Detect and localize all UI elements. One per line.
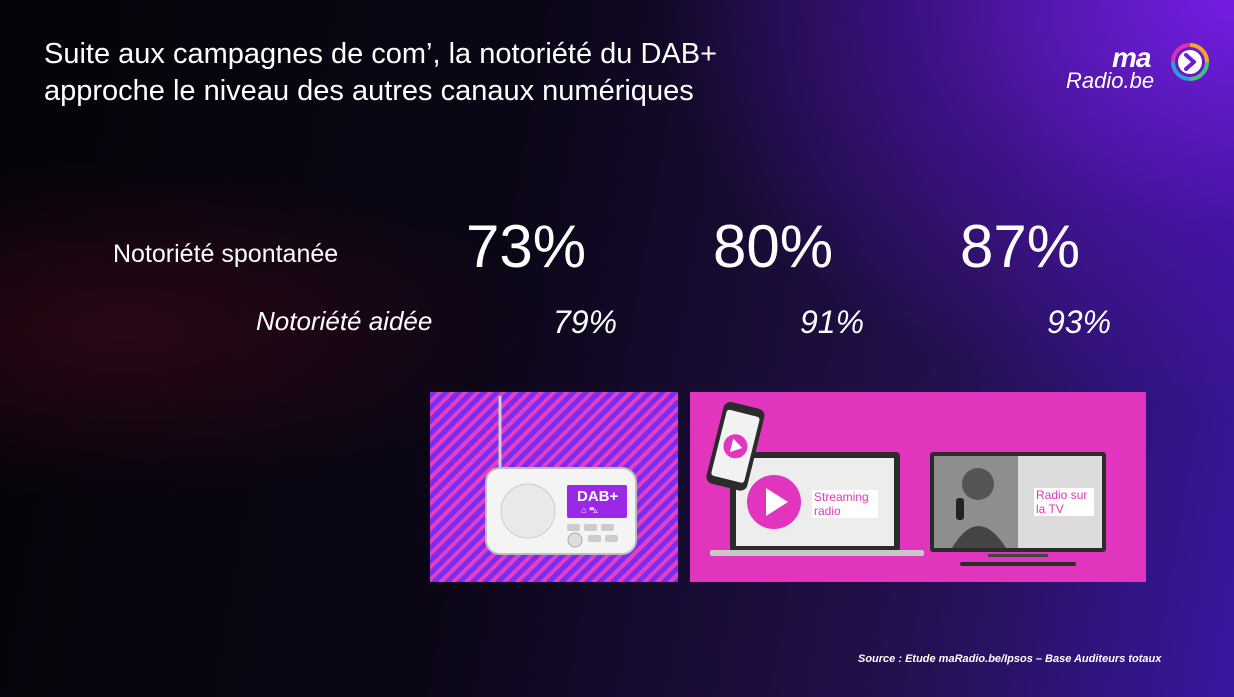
spontanee-dab: 73% (466, 213, 587, 280)
dab-home-car-icon: ⌂ ⛍ (581, 505, 599, 515)
logo-radio-text: Radio.be (1066, 68, 1155, 93)
digital-channels-panel: Streaming radio Radio sur la TV (690, 392, 1146, 582)
source-note: Source : Etude maRadio.be/Ipsos – Base A… (858, 653, 1162, 665)
spontanee-streaming: 80% (713, 213, 834, 280)
aidee-streaming: 91% (800, 304, 865, 340)
slide-title-line-2: approche le niveau des autres canaux num… (44, 75, 694, 107)
spontanee-tv: 87% (960, 213, 1081, 280)
aidee-tv: 93% (1047, 304, 1112, 340)
devices-illustration (706, 401, 1106, 566)
logo-play-icon (1171, 43, 1209, 81)
radio-sur-tv-tag: Radio sur la TV (1034, 488, 1094, 516)
maradio-logo: ma Radio.be (1064, 40, 1214, 100)
dab-radio-illustration (485, 396, 637, 555)
dab-radio-panel: DAB+ ⌂ ⛍ (430, 392, 678, 582)
label-notoriete-spontanee: Notoriété spontanée (113, 240, 339, 268)
streaming-radio-tag: Streaming radio (812, 490, 878, 518)
dab-screen-text: DAB+ (577, 488, 619, 505)
logo-ma-text: ma (1112, 42, 1151, 73)
slide-title-line-1: Suite aux campagnes de com’, la notoriét… (44, 38, 718, 70)
label-notoriete-aidee: Notoriété aidée (256, 306, 433, 336)
slide-title: Suite aux campagnes de com’, la notoriét… (44, 36, 864, 110)
aidee-dab: 79% (553, 304, 618, 340)
